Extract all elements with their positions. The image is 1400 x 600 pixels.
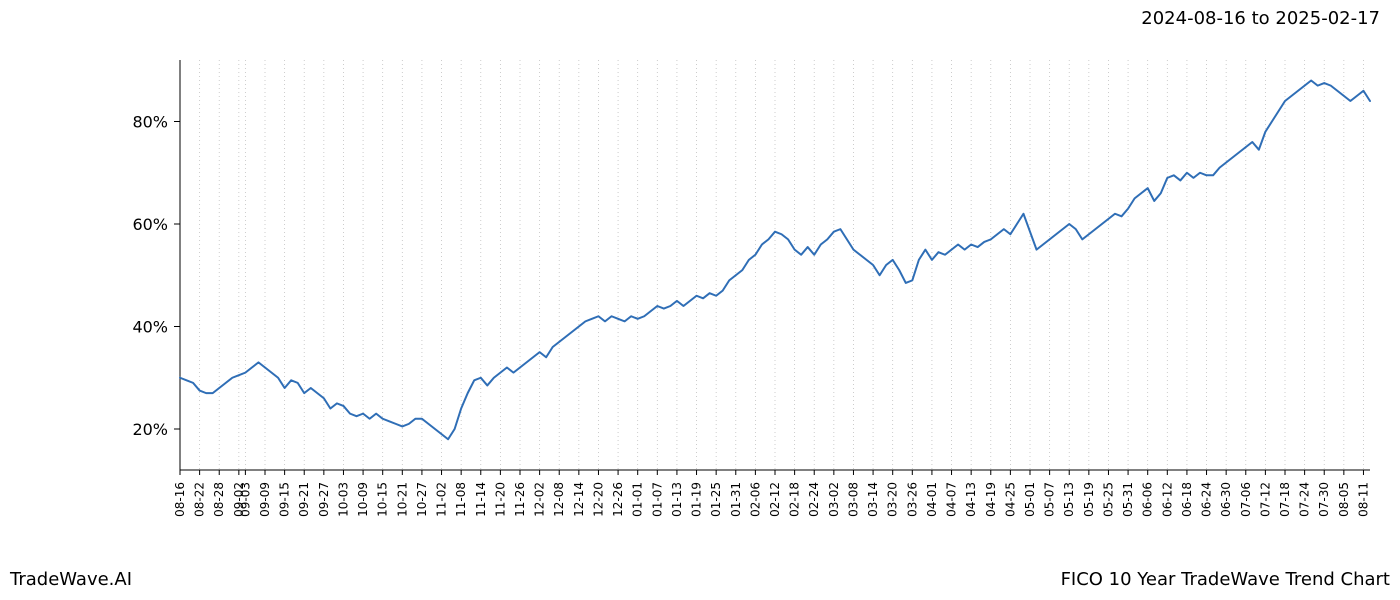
trend-chart: 20%40%60%80%08-1608-2208-2809-0209-0309-… xyxy=(0,0,1400,600)
svg-text:07-06: 07-06 xyxy=(1239,482,1253,517)
svg-text:40%: 40% xyxy=(132,318,168,337)
svg-text:04-19: 04-19 xyxy=(984,482,998,517)
svg-text:08-05: 08-05 xyxy=(1337,482,1351,517)
svg-text:12-14: 12-14 xyxy=(572,482,586,517)
svg-text:07-24: 07-24 xyxy=(1298,482,1312,517)
svg-text:12-02: 12-02 xyxy=(533,482,547,517)
svg-text:05-19: 05-19 xyxy=(1082,482,1096,517)
svg-text:03-14: 03-14 xyxy=(866,482,880,517)
svg-text:04-13: 04-13 xyxy=(964,482,978,517)
svg-text:60%: 60% xyxy=(132,215,168,234)
svg-text:08-16: 08-16 xyxy=(173,482,187,517)
svg-text:06-24: 06-24 xyxy=(1200,482,1214,517)
svg-text:06-06: 06-06 xyxy=(1141,482,1155,517)
svg-text:05-31: 05-31 xyxy=(1121,482,1135,517)
svg-text:03-26: 03-26 xyxy=(905,482,919,517)
svg-text:09-03: 09-03 xyxy=(238,482,252,517)
svg-text:09-21: 09-21 xyxy=(297,482,311,517)
svg-text:01-13: 01-13 xyxy=(670,482,684,517)
svg-text:11-02: 11-02 xyxy=(435,482,449,517)
svg-text:04-07: 04-07 xyxy=(945,482,959,517)
svg-text:06-12: 06-12 xyxy=(1160,482,1174,517)
svg-text:05-07: 05-07 xyxy=(1043,482,1057,517)
svg-text:02-18: 02-18 xyxy=(788,482,802,517)
svg-text:05-25: 05-25 xyxy=(1101,482,1115,517)
svg-text:07-12: 07-12 xyxy=(1258,482,1272,517)
svg-text:08-28: 08-28 xyxy=(212,482,226,517)
svg-text:80%: 80% xyxy=(132,113,168,132)
svg-text:11-14: 11-14 xyxy=(474,482,488,517)
svg-text:01-25: 01-25 xyxy=(709,482,723,517)
svg-text:01-19: 01-19 xyxy=(690,482,704,517)
svg-text:07-18: 07-18 xyxy=(1278,482,1292,517)
svg-text:10-15: 10-15 xyxy=(376,482,390,517)
svg-text:09-09: 09-09 xyxy=(258,482,272,517)
x-axis-ticks: 08-1608-2208-2809-0209-0309-0909-1509-21… xyxy=(173,470,1370,517)
svg-text:07-30: 07-30 xyxy=(1317,482,1331,517)
svg-text:10-21: 10-21 xyxy=(395,482,409,517)
svg-text:01-01: 01-01 xyxy=(631,482,645,517)
svg-text:11-26: 11-26 xyxy=(513,482,527,517)
svg-text:12-20: 12-20 xyxy=(591,482,605,517)
svg-text:10-03: 10-03 xyxy=(336,482,350,517)
y-axis-ticks: 20% 40% 60% 80% xyxy=(132,113,180,440)
svg-text:10-09: 10-09 xyxy=(356,482,370,517)
svg-text:02-06: 02-06 xyxy=(748,482,762,517)
svg-text:10-27: 10-27 xyxy=(415,482,429,517)
svg-text:01-31: 01-31 xyxy=(729,482,743,517)
trend-line xyxy=(180,81,1370,440)
gridlines xyxy=(180,60,1363,470)
svg-text:08-11: 08-11 xyxy=(1356,482,1370,517)
svg-text:04-01: 04-01 xyxy=(925,482,939,517)
svg-text:03-20: 03-20 xyxy=(886,482,900,517)
svg-text:04-25: 04-25 xyxy=(1003,482,1017,517)
svg-text:02-12: 02-12 xyxy=(768,482,782,517)
svg-text:02-24: 02-24 xyxy=(807,482,821,517)
svg-text:12-26: 12-26 xyxy=(611,482,625,517)
svg-text:06-30: 06-30 xyxy=(1219,482,1233,517)
svg-text:05-13: 05-13 xyxy=(1062,482,1076,517)
svg-text:06-18: 06-18 xyxy=(1180,482,1194,517)
svg-text:20%: 20% xyxy=(132,420,168,439)
svg-text:09-15: 09-15 xyxy=(278,482,292,517)
svg-text:11-08: 11-08 xyxy=(454,482,468,517)
svg-text:12-08: 12-08 xyxy=(552,482,566,517)
svg-text:08-22: 08-22 xyxy=(193,482,207,517)
svg-text:03-08: 03-08 xyxy=(846,482,860,517)
svg-text:05-01: 05-01 xyxy=(1023,482,1037,517)
svg-text:11-20: 11-20 xyxy=(493,482,507,517)
svg-text:09-27: 09-27 xyxy=(317,482,331,517)
svg-text:03-02: 03-02 xyxy=(827,482,841,517)
svg-text:01-07: 01-07 xyxy=(650,482,664,517)
